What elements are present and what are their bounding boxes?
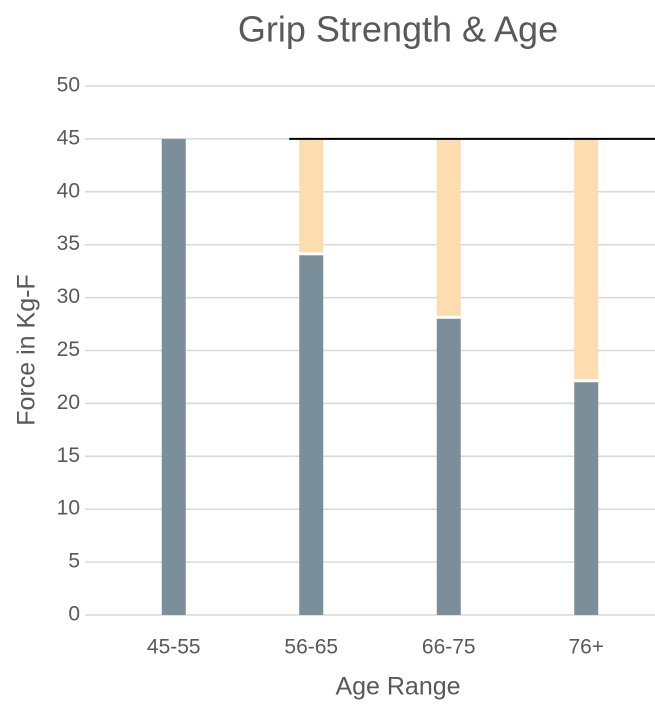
y-axis-label: Force in Kg-F	[13, 274, 41, 425]
y-tick-label: 45	[57, 126, 80, 149]
y-tick-label: 35	[57, 232, 80, 255]
x-tick-label: 45-55	[147, 636, 201, 659]
bar-segment	[574, 138, 599, 380]
bar-segment	[436, 318, 461, 615]
bar-segment	[299, 255, 324, 615]
y-tick-label: 5	[68, 550, 80, 573]
y-tick-label: 30	[57, 285, 80, 308]
bar-segment	[436, 138, 461, 316]
x-tick-label: 66-75	[422, 636, 476, 659]
bar-segment	[574, 382, 599, 615]
x-tick-label: 76+	[568, 636, 604, 659]
bar-segment	[299, 138, 324, 253]
y-tick-label: 15	[57, 444, 80, 467]
x-axis-label: Age Range	[335, 673, 460, 701]
y-tick-label: 20	[57, 391, 80, 414]
x-tick-label: 56-65	[284, 636, 338, 659]
chart-title: Grip Strength & Age	[238, 9, 558, 50]
bar-segment	[161, 138, 186, 615]
y-tick-label: 40	[57, 179, 80, 202]
y-tick-label: 25	[57, 338, 80, 361]
y-tick-label: 50	[57, 74, 80, 97]
y-tick-label: 0	[68, 603, 80, 626]
y-tick-label: 10	[57, 497, 80, 520]
